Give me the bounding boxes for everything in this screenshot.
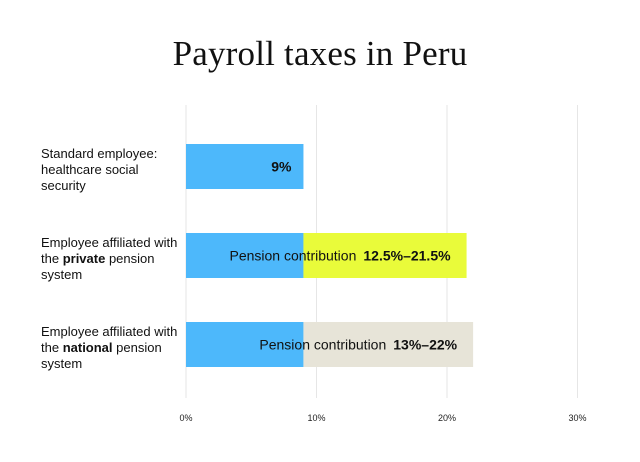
category-label-private: Employee affiliated with the private pen…	[41, 235, 178, 282]
x-tick-label: 0%	[179, 413, 192, 423]
chart-title: Payroll taxes in Peru	[172, 34, 468, 73]
x-tick-label: 10%	[307, 413, 325, 423]
data-label: Pension contribution 13%–22%	[259, 337, 457, 353]
x-tick-label: 20%	[438, 413, 456, 423]
data-label: 9%	[271, 159, 292, 175]
bar-healthcare-1	[186, 233, 304, 278]
bar-healthcare-2	[186, 322, 304, 367]
category-label-standard: Standard employee: healthcare social sec…	[41, 146, 158, 193]
bar-pension-1	[303, 233, 467, 278]
bar-healthcare-0	[186, 144, 304, 189]
bar-pension-2	[303, 322, 474, 367]
data-label: Pension contribution 12.5%–21.5%	[230, 248, 452, 264]
category-label-national: Employee affiliated with the national pe…	[41, 324, 178, 371]
x-tick-label: 30%	[568, 413, 586, 423]
